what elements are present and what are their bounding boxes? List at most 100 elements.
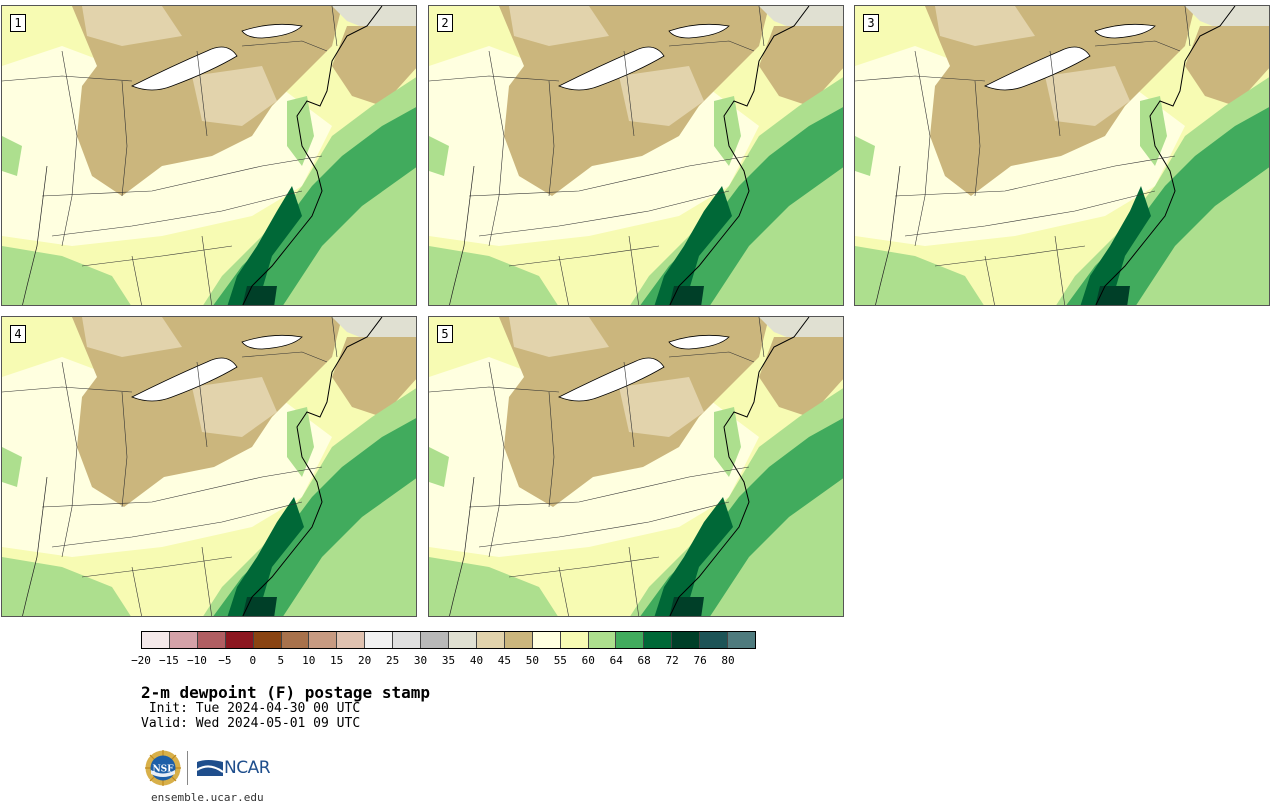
state-boundary [22, 165, 48, 305]
nsf-logo-text: NSF [152, 765, 174, 775]
dewpoint-field [242, 597, 277, 616]
state-boundary [478, 190, 730, 237]
colorbar-swatch [309, 632, 338, 648]
lake-shape [241, 334, 303, 350]
init-time: Init: Tue 2024-04-30 00 UTC [141, 701, 361, 716]
dewpoint-field [1185, 6, 1269, 31]
dewpoint-field [429, 447, 449, 487]
dewpoint-map-1 [2, 6, 416, 305]
state-boundary [623, 50, 635, 137]
state-boundary [468, 466, 750, 508]
member-label: 3 [863, 14, 879, 32]
member-panel-5[interactable]: 5 [428, 316, 844, 617]
state-boundary [508, 245, 660, 267]
state-boundary [449, 165, 475, 305]
dewpoint-field [759, 26, 843, 106]
state-boundary [875, 165, 901, 305]
member-panel-1[interactable]: 1 [1, 5, 417, 306]
dewpoint-field [82, 317, 182, 357]
colorbar-tick-label: 40 [469, 654, 484, 667]
member-panel-3[interactable]: 3 [854, 5, 1270, 306]
dewpoint-field [429, 246, 558, 305]
site-url[interactable]: ensemble.ucar.edu [151, 791, 264, 804]
state-boundary [628, 546, 640, 616]
colorbar-tick-label: 20 [358, 654, 372, 667]
state-boundary [196, 361, 208, 448]
colorbar-swatch [672, 632, 701, 648]
state-boundary [22, 476, 48, 616]
dewpoint-field [714, 96, 741, 166]
lake-shape [668, 23, 730, 39]
colorbar-tick-label: 72 [665, 654, 679, 667]
dewpoint-field [759, 6, 843, 31]
state-boundary [429, 75, 560, 82]
member-panel-2[interactable]: 2 [428, 5, 844, 306]
dewpoint-field [509, 6, 609, 46]
colorbar-swatch [476, 632, 505, 648]
colorbar-swatch [588, 632, 617, 648]
colorbar-swatch [337, 632, 366, 648]
coastline [669, 317, 810, 616]
dewpoint-field [2, 136, 22, 176]
colorbar-swatch [700, 632, 729, 648]
state-boundary [81, 556, 233, 578]
dewpoint-field [332, 6, 416, 31]
dewpoint-field [654, 186, 732, 305]
state-boundary [548, 391, 555, 508]
dewpoint-field [192, 66, 277, 126]
member-label: 5 [437, 325, 453, 343]
state-boundary [61, 50, 78, 247]
lake-shape [558, 357, 665, 402]
dewpoint-field [1185, 26, 1269, 106]
dewpoint-field [332, 337, 416, 417]
dewpoint-field [429, 557, 558, 616]
colorbar-swatch [393, 632, 422, 648]
colorbar-swatch [644, 632, 673, 648]
colorbar-tick-label: 76 [693, 654, 707, 667]
state-boundary [984, 255, 995, 305]
colorbar-tick-label: 30 [413, 654, 428, 667]
colorbar-tick-label: 64 [609, 654, 623, 667]
dewpoint-field [429, 136, 449, 176]
dewpoint-field [2, 447, 22, 487]
colorbar-swatch [728, 632, 755, 648]
dewpoint-field [509, 317, 609, 357]
chart-title: 2-m dewpoint (F) postage stamp [141, 683, 430, 702]
dewpoint-map-2 [429, 6, 843, 305]
colorbar-tick-label: −15 [159, 654, 179, 667]
dewpoint-field [287, 96, 314, 166]
state-boundary [904, 190, 1156, 237]
colorbar-swatch [448, 632, 477, 648]
colorbar-tick-label: 0 [249, 654, 257, 667]
state-boundary [429, 386, 560, 393]
state-boundary [468, 155, 750, 197]
dewpoint-field [2, 246, 131, 305]
lake-shape [668, 334, 730, 350]
state-boundary [131, 566, 142, 616]
colorbar-swatch [421, 632, 449, 648]
state-boundary [241, 351, 328, 363]
lake-shape [131, 46, 238, 91]
dewpoint-field [669, 597, 704, 616]
state-boundary [508, 556, 660, 578]
state-boundary [41, 155, 323, 197]
state-boundary [558, 255, 569, 305]
dewpoint-field [654, 497, 733, 616]
state-boundary [201, 235, 213, 305]
colorbar-swatch [532, 632, 561, 648]
colorbar-swatch [504, 632, 533, 648]
colorbar-swatch [560, 632, 589, 648]
state-boundary [121, 80, 128, 197]
valid-time: Valid: Wed 2024-05-01 09 UTC [141, 716, 361, 731]
colorbar-tick-label: 68 [637, 654, 651, 667]
dewpoint-field [1140, 96, 1167, 166]
colorbar-swatch [142, 632, 170, 648]
state-boundary [1094, 40, 1181, 52]
member-panel-4[interactable]: 4 [1, 316, 417, 617]
dewpoint-field [227, 497, 304, 616]
dewpoint-field [759, 317, 843, 342]
state-boundary [628, 235, 640, 305]
colorbar-tick-label: −10 [186, 654, 207, 667]
state-boundary [2, 75, 133, 82]
dewpoint-field [332, 317, 416, 342]
